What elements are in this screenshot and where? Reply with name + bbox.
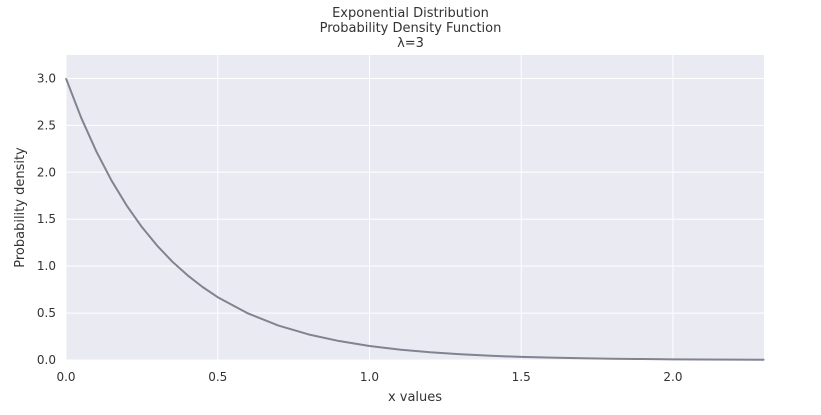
x-axis-label: x values <box>388 390 442 405</box>
chart-title-line-1: Exponential Distribution <box>332 6 489 21</box>
series-point <box>550 357 553 359</box>
y-tick-label: 2.0 <box>37 165 56 179</box>
x-tick-label: 0.5 <box>208 370 227 384</box>
series-point <box>141 226 143 228</box>
series-point <box>156 244 158 247</box>
series-point <box>65 77 67 80</box>
x-tick-label: 0.0 <box>56 370 75 384</box>
series-point <box>490 355 492 357</box>
grid-lines <box>65 55 764 361</box>
y-tick-label: 1.0 <box>37 259 56 273</box>
series-point <box>520 356 522 358</box>
series-point <box>247 312 249 315</box>
series-point <box>581 357 583 359</box>
series-point <box>217 296 219 298</box>
y-tick-label: 0.5 <box>37 306 56 320</box>
series-point <box>171 260 173 263</box>
series-point <box>95 150 97 153</box>
x-tick-label: 1.5 <box>512 370 531 384</box>
x-tick-label: 2.0 <box>663 370 682 384</box>
series-point <box>459 353 462 355</box>
series-point <box>277 324 280 327</box>
y-tick-label: 3.0 <box>37 71 56 85</box>
y-tick-label: 1.5 <box>37 212 56 226</box>
series-point <box>763 359 765 361</box>
series-point <box>80 117 82 119</box>
x-tick-label: 1.0 <box>360 370 379 384</box>
series-point <box>611 358 613 360</box>
series-point <box>399 348 401 351</box>
series-point <box>672 358 674 360</box>
series-point <box>642 358 644 360</box>
y-tick-label: 2.5 <box>37 118 56 132</box>
series-layer <box>65 77 765 361</box>
series-point <box>429 351 431 353</box>
series-point <box>110 179 113 182</box>
series-point <box>126 204 128 207</box>
chart-title-line-3: λ=3 <box>397 36 424 51</box>
series-point <box>368 345 371 347</box>
series-point <box>186 274 188 276</box>
series-point <box>702 358 704 361</box>
series-point <box>733 359 735 361</box>
y-tick-label: 0.0 <box>37 353 56 367</box>
y-axis-label: Probability density <box>13 147 28 268</box>
chart-title-line-2: Probability Density Function <box>319 21 502 36</box>
series-point <box>308 333 310 336</box>
tick-labels: 0.0 0.5 1.0 1.5 2.0 0.0 0.5 1.0 1.5 2.0 2.5 3.0 <box>37 71 683 384</box>
series-point <box>338 340 340 342</box>
series-point <box>201 286 204 288</box>
plot-area <box>66 55 764 360</box>
